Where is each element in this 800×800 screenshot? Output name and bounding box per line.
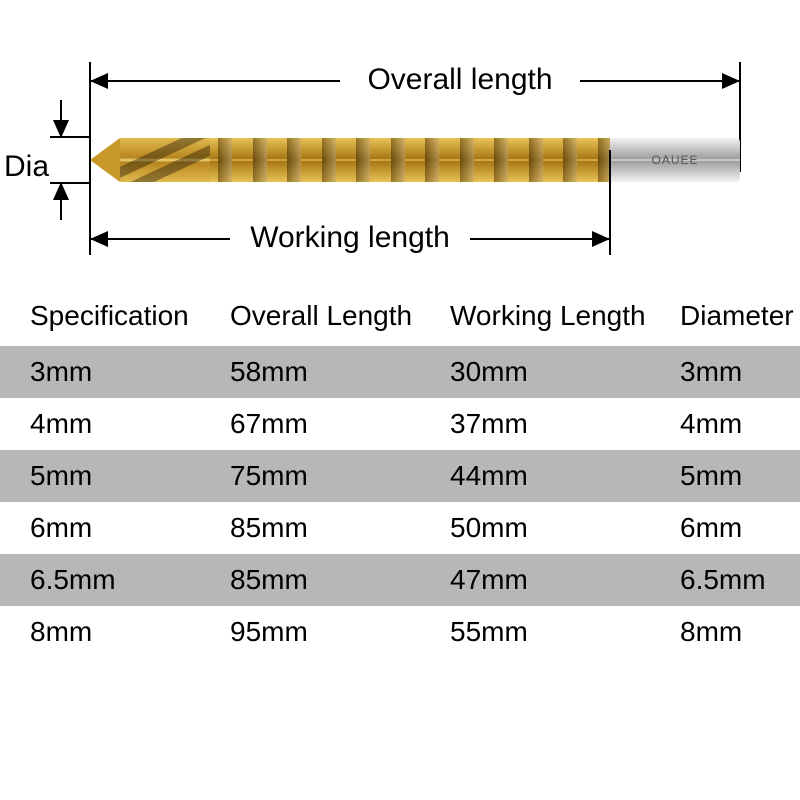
saw-tooth (253, 138, 267, 182)
saw-tooth (460, 138, 474, 182)
drill-bit-diagram: Overall length Dia OAUEE Working length (0, 0, 800, 290)
cell-working: 47mm (420, 554, 650, 606)
table-row: 6.5mm85mm47mm6.5mm (0, 554, 800, 606)
header-diameter: Diameter (650, 290, 800, 346)
table-row: 4mm67mm37mm4mm (0, 398, 800, 450)
arrow-down-icon (53, 120, 69, 138)
table-row: 5mm75mm44mm5mm (0, 450, 800, 502)
saw-tooth (218, 138, 232, 182)
saw-tooth (391, 138, 405, 182)
saw-tooth (356, 138, 370, 182)
cell-dia: 5mm (650, 450, 800, 502)
cell-dia: 6.5mm (650, 554, 800, 606)
cell-spec: 8mm (0, 606, 200, 658)
cell-spec: 5mm (0, 450, 200, 502)
cell-dia: 8mm (650, 606, 800, 658)
saw-tooth (563, 138, 577, 182)
overall-length-label: Overall length (340, 62, 580, 98)
cell-spec: 4mm (0, 398, 200, 450)
drill-shank: OAUEE (610, 138, 740, 182)
saw-tooth (287, 138, 301, 182)
cell-spec: 6mm (0, 502, 200, 554)
saw-tooth (494, 138, 508, 182)
arrow-up-icon (53, 182, 69, 200)
table-row: 3mm58mm30mm3mm (0, 346, 800, 398)
arrow-left-icon (90, 73, 108, 89)
cell-overall: 95mm (200, 606, 420, 658)
shank-brand-text: OAUEE (651, 153, 698, 167)
cell-working: 50mm (420, 502, 650, 554)
diameter-label: Dia (4, 150, 49, 184)
cell-dia: 6mm (650, 502, 800, 554)
cell-overall: 58mm (200, 346, 420, 398)
cell-overall: 75mm (200, 450, 420, 502)
header-specification: Specification (0, 290, 200, 346)
arrow-right-icon (592, 231, 610, 247)
cell-spec: 3mm (0, 346, 200, 398)
cell-overall: 85mm (200, 502, 420, 554)
drill-flute (120, 138, 210, 182)
saw-tooth (425, 138, 439, 182)
working-length-label: Working length (230, 220, 470, 256)
header-working: Working Length (420, 290, 650, 346)
cell-working: 37mm (420, 398, 650, 450)
drill-bit: OAUEE (90, 138, 740, 182)
cell-working: 30mm (420, 346, 650, 398)
table-header-row: Specification Overall Length Working Len… (0, 290, 800, 346)
drill-saw-teeth (210, 138, 610, 182)
saw-tooth (322, 138, 336, 182)
header-overall: Overall Length (200, 290, 420, 346)
cell-spec: 6.5mm (0, 554, 200, 606)
cell-overall: 85mm (200, 554, 420, 606)
table-row: 6mm85mm50mm6mm (0, 502, 800, 554)
cell-working: 44mm (420, 450, 650, 502)
cell-dia: 3mm (650, 346, 800, 398)
arrow-left-icon (90, 231, 108, 247)
specification-table: Specification Overall Length Working Len… (0, 290, 800, 658)
table-row: 8mm95mm55mm8mm (0, 606, 800, 658)
saw-tooth (529, 138, 543, 182)
arrow-right-icon (722, 73, 740, 89)
drill-tip (90, 138, 120, 182)
cell-overall: 67mm (200, 398, 420, 450)
cell-dia: 4mm (650, 398, 800, 450)
cell-working: 55mm (420, 606, 650, 658)
